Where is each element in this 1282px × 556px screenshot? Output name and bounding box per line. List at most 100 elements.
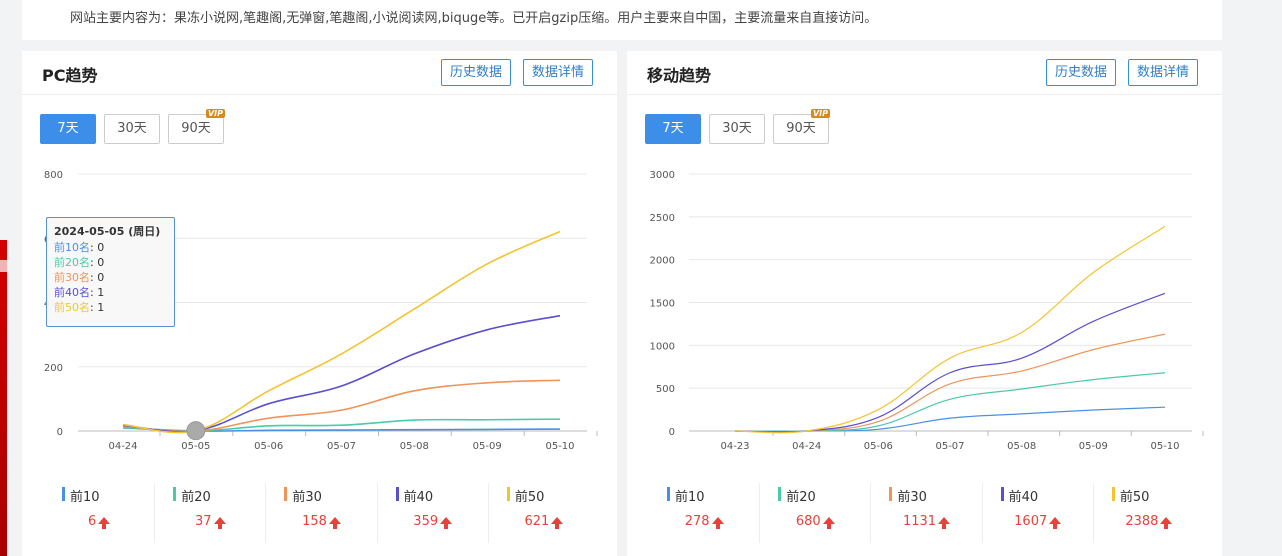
x-tick-label: 05-07: [935, 441, 964, 452]
tooltip-row-20: 前20名: 0: [54, 256, 105, 269]
mobile-stat-top40[interactable]: 前40 1607: [983, 483, 1094, 543]
stat-value: 359: [378, 514, 488, 529]
y-tick-label: 800: [44, 170, 63, 181]
y-tick-label: 200: [44, 363, 63, 374]
pc-stat-top10[interactable]: 前10 6: [44, 483, 156, 543]
tooltip-label: 前40名: [54, 286, 90, 299]
x-tick-label: 05-05: [181, 441, 210, 452]
stat-value: 2388: [1094, 514, 1204, 529]
stat-number: 37: [195, 514, 212, 529]
y-tick-label: 500: [656, 384, 675, 395]
mobile-panel-title: 移动趋势: [647, 66, 712, 85]
up-arrow-icon: [213, 517, 226, 529]
series-line-前40: [734, 292, 1166, 433]
stat-number: 359: [413, 514, 439, 529]
x-tick-label: 04-24: [108, 441, 137, 452]
tooltip-row-40: 前40名: 1: [54, 286, 105, 299]
mobile-trend-panel: 移动趋势 历史数据 数据详情 7天 30天 90天 VIP 0 500 1000 150…: [627, 51, 1222, 556]
up-arrow-icon: [938, 517, 951, 529]
stat-label-text: 前50: [1119, 490, 1150, 505]
pc-panel-header: PC趋势 历史数据 数据详情: [22, 51, 617, 95]
vip-badge-icon: VIP: [810, 109, 830, 118]
pc-range-30d-button[interactable]: 30天: [104, 114, 160, 144]
series-line-前30: [122, 379, 561, 433]
stat-label-text: 前10: [675, 490, 705, 505]
mobile-stat-top50[interactable]: 前50 2388: [1094, 483, 1204, 543]
y-tick-label: 1000: [650, 341, 675, 352]
stat-label: 前20: [173, 486, 211, 505]
side-banner[interactable]: [0, 240, 7, 556]
legend-color-bar: [667, 487, 670, 501]
stat-label-text: 前50: [514, 490, 545, 505]
y-tick-label: 2500: [650, 213, 675, 224]
pc-stat-top50[interactable]: 前50 621: [489, 483, 599, 543]
pc-range-7d-button[interactable]: 7天: [40, 114, 96, 144]
pc-history-data-button[interactable]: 历史数据: [441, 59, 512, 86]
pc-stat-top40[interactable]: 前40 359: [378, 483, 489, 543]
stat-label: 前10: [62, 486, 100, 505]
stat-label-text: 前40: [1008, 490, 1039, 505]
pc-chart-tooltip: 2024-05-05 (周日) 前10名: 0 前20名: 0 前30名: 0 …: [46, 217, 175, 327]
stat-value: 278: [649, 514, 759, 529]
site-intro-text: 网站主要内容为：果冻小说网,笔趣阁,无弹窗,笔趣阁,小说阅读网,biquge等。…: [70, 11, 878, 26]
series-line-前50: [734, 225, 1166, 434]
stat-number: 680: [795, 514, 821, 529]
stat-value: 621: [489, 514, 599, 529]
mobile-stat-top10[interactable]: 前10 278: [649, 483, 761, 543]
mobile-range-7d-button[interactable]: 7天: [645, 114, 701, 144]
x-tick-label: 05-10: [1150, 441, 1179, 452]
stat-label: 前50: [506, 486, 545, 505]
legend-color-bar: [284, 487, 288, 501]
y-tick-label: 1500: [650, 299, 675, 310]
up-arrow-icon: [98, 517, 111, 529]
x-tick-label: 04-23: [720, 441, 749, 452]
stat-number: 621: [524, 514, 550, 529]
x-tick-label: 05-09: [473, 441, 502, 452]
stat-number: 1607: [1014, 514, 1048, 529]
stat-number: 2388: [1125, 514, 1159, 529]
pc-range-90d-button[interactable]: 90天 VIP: [168, 109, 225, 144]
tooltip-date: 2024-05-05 (周日): [54, 225, 161, 238]
pc-stat-top20[interactable]: 前20 37: [155, 483, 267, 543]
tooltip-label: 前20名: [54, 256, 90, 269]
tooltip-label: 前30名: [54, 271, 90, 284]
stat-value: 680: [760, 514, 870, 529]
tooltip-row-30: 前30名: 0: [54, 271, 105, 284]
series-line-前30: [734, 333, 1166, 433]
legend-color-bar: [1111, 487, 1115, 501]
up-arrow-icon: [440, 517, 453, 529]
up-arrow-icon: [328, 517, 341, 529]
mobile-history-data-button[interactable]: 历史数据: [1046, 59, 1117, 86]
tooltip-value: 1: [97, 301, 105, 314]
pc-range-90d-label: 90天: [181, 121, 211, 136]
pc-stats-row: 前10 6 前20 37 前30 158 前40 359 前50 621: [44, 483, 599, 543]
legend-color-bar: [62, 487, 65, 501]
tooltip-value: 0: [97, 256, 105, 269]
mobile-range-30d-button[interactable]: 30天: [709, 114, 765, 144]
x-tick-label: 05-08: [1007, 441, 1036, 452]
stat-value: 6: [44, 514, 154, 529]
legend-color-bar: [889, 487, 893, 501]
pc-stat-top30[interactable]: 前30 158: [266, 483, 378, 543]
mobile-range-90d-button[interactable]: 90天 VIP: [773, 109, 830, 144]
mobile-trend-chart[interactable]: 0 500 1000 1500 2000 2500 3000 04-23 04-24 05-06 0…: [627, 161, 1222, 461]
x-tick-label: 05-06: [254, 441, 283, 452]
tooltip-value: 1: [97, 286, 105, 299]
mobile-data-detail-button[interactable]: 数据详情: [1128, 59, 1199, 86]
mobile-stat-top20[interactable]: 前20 680: [760, 483, 872, 543]
stat-label-text: 前20: [181, 490, 211, 505]
mobile-stat-top30[interactable]: 前30 1131: [871, 483, 983, 543]
tooltip-value: 0: [97, 271, 105, 284]
stat-label: 前10: [667, 486, 705, 505]
stat-label: 前30: [284, 486, 322, 505]
stat-value: 158: [266, 514, 376, 529]
up-arrow-icon: [711, 517, 724, 529]
mobile-stats-row: 前10 278 前20 680 前30 1131 前40 1607 前50 2388: [649, 483, 1204, 543]
stat-value: 1131: [871, 514, 981, 529]
y-tick-label: 0: [669, 427, 675, 438]
stat-label: 前40: [395, 486, 433, 505]
pc-data-detail-button[interactable]: 数据详情: [523, 59, 594, 86]
x-tick-label: 05-08: [400, 441, 429, 452]
stat-label-text: 前30: [897, 490, 927, 505]
